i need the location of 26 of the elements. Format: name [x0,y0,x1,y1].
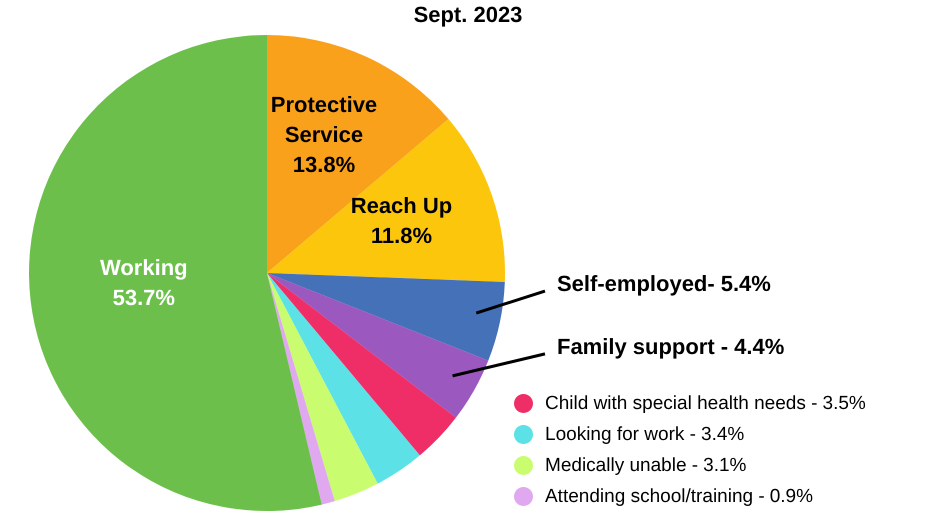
data-label: 0.9% [770,486,813,508]
legend-label: Medically unable - [545,454,698,476]
data-label: 3.1% [703,454,746,476]
data-label: 5.4% [720,270,771,296]
slice-label: Self-employed- [557,270,715,296]
legend-label: Looking for work - [545,424,696,446]
data-label: 3.4% [701,424,744,446]
pie-slice [267,273,505,361]
data-label: 53.7% [112,284,175,310]
pie-slice [267,119,505,282]
data-label: 3.5% [822,392,866,414]
pie-slice [267,273,456,456]
pie-slice [267,273,335,505]
pie-slice [267,273,420,484]
slice-label: Protective Service [270,92,378,147]
slice-label: Reach Up [350,192,452,218]
slice-label: Family support - [557,333,728,358]
legend-label: Child with special health needs - [545,392,818,414]
data-label: 13.8% [292,152,356,177]
slice-label: Working [100,254,188,280]
pie-slice [267,273,488,418]
data-label: 11.8% [370,222,432,248]
chart-title: Sept. 2023 [412,2,524,28]
pie-slice [267,273,378,502]
legend-label: Attending school/training - [545,486,765,508]
data-label: 4.4% [734,333,784,358]
